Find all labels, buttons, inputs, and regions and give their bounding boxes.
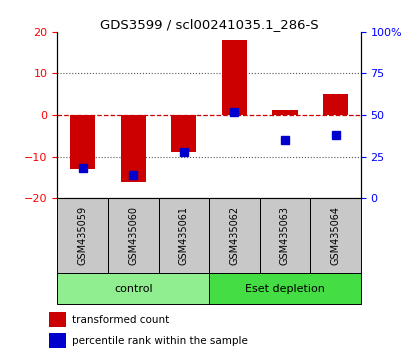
Bar	[310, 198, 360, 273]
Text: GSM435063: GSM435063	[279, 206, 289, 265]
Text: GSM435064: GSM435064	[330, 206, 340, 265]
Text: percentile rank within the sample: percentile rank within the sample	[72, 336, 247, 346]
Bar	[108, 198, 158, 273]
Bar	[221, 40, 247, 115]
Text: GSM435062: GSM435062	[229, 206, 239, 265]
Text: transformed count: transformed count	[72, 315, 169, 325]
Bar	[49, 333, 65, 348]
Text: GSM435060: GSM435060	[128, 206, 138, 265]
Text: control: control	[114, 284, 152, 293]
Bar	[49, 312, 65, 327]
Bar	[322, 94, 347, 115]
Text: GSM435059: GSM435059	[77, 206, 88, 265]
Bar	[272, 110, 297, 115]
Text: Eset depletion: Eset depletion	[245, 284, 324, 293]
Bar	[158, 198, 209, 273]
Bar	[57, 198, 108, 273]
Bar	[171, 115, 196, 153]
Bar	[70, 115, 95, 169]
Title: GDS3599 / scl00241035.1_286-S: GDS3599 / scl00241035.1_286-S	[99, 18, 318, 31]
Bar	[209, 198, 259, 273]
Bar	[120, 115, 146, 182]
Bar	[209, 273, 360, 304]
Text: GSM435061: GSM435061	[178, 206, 189, 265]
Bar	[57, 273, 209, 304]
Bar	[259, 198, 310, 273]
